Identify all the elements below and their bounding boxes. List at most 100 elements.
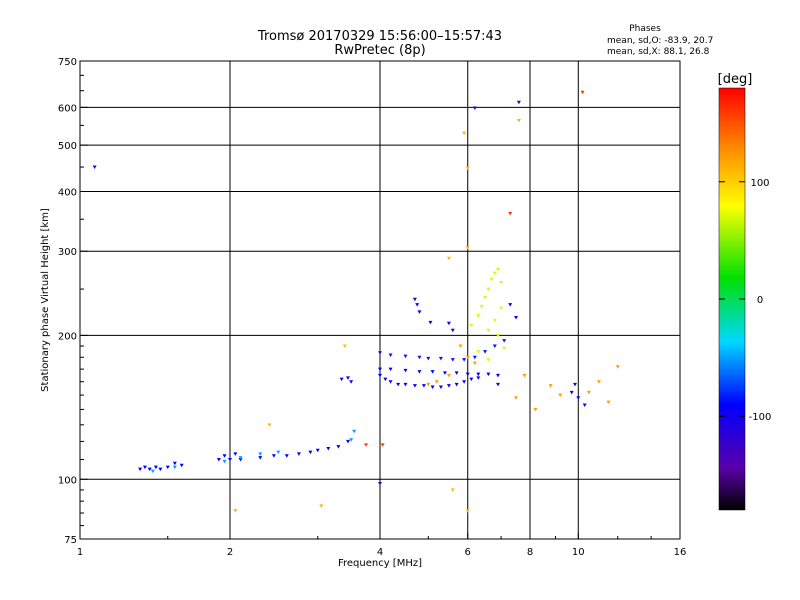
data-point [426,356,431,361]
data-point [339,377,344,382]
data-point [472,106,477,111]
data-point [580,90,585,95]
data-point [165,465,170,470]
data-point [465,246,470,250]
data-point [403,368,408,373]
data-point [492,271,497,276]
data-point [417,370,422,374]
data-point [462,358,467,362]
data-point [450,488,455,492]
data-point [319,504,324,508]
data-point [495,333,500,338]
x-tick-label: 10 [572,547,585,558]
data-point [345,376,350,380]
x-tick-label: 8 [527,547,533,558]
data-point [388,380,393,384]
data-point [472,355,477,360]
data-point [596,380,601,384]
data-point [495,382,500,387]
chart-title: Tromsø 20170329 15:56:00–15:57:43 [257,29,502,44]
x-tick-label: 6 [465,547,471,558]
data-point [222,459,227,464]
data-point [476,372,481,377]
data-point [388,353,393,357]
data-point [179,463,184,468]
data-point [378,481,382,486]
data-point [415,303,420,307]
data-point [172,465,177,470]
data-point [172,461,177,466]
data-point [153,465,158,470]
x-tick-label: 1 [77,547,83,558]
data-point [315,448,320,453]
y-tick-label: 300 [58,247,77,258]
data-point [492,344,497,349]
data-point [238,457,243,462]
data-point [558,393,563,398]
data-point [417,355,422,360]
x-tick-label: 16 [674,547,687,558]
data-point [508,211,513,216]
data-point [383,377,388,382]
data-point [479,304,484,309]
data-point [349,438,354,442]
data-point [426,382,431,387]
data-point [454,371,459,375]
data-point [446,256,451,261]
data-point [396,382,401,387]
data-point [233,452,238,456]
data-point [364,443,369,447]
data-point [412,384,417,388]
data-point [138,467,143,472]
data-point [483,296,488,300]
data-point [576,396,581,400]
data-point [516,119,521,123]
data-point [458,344,463,349]
data-point [430,370,435,374]
data-point [454,382,459,387]
x-tick-label: 2 [227,547,233,558]
data-point [502,339,507,343]
data-point [486,328,491,333]
data-point [336,445,341,449]
data-point [514,396,519,400]
y-tick-label: 600 [58,103,77,114]
data-point [495,267,500,272]
data-point [228,457,232,462]
data-point [476,376,481,380]
y-tick-label: 75 [64,535,77,546]
data-point [378,373,382,378]
y-tick-label: 100 [58,475,77,486]
data-point [483,350,488,354]
data-point [296,452,301,456]
data-point [233,509,238,513]
data-point [421,384,426,388]
colorbar-tick-label: 100 [750,178,769,189]
data-point [308,450,313,455]
data-point [442,371,447,375]
data-point [417,310,422,314]
data-point [258,456,263,460]
data-point [476,350,481,354]
colorbar-tick-label: -100 [749,412,772,423]
data-point [548,384,553,388]
data-point [569,390,574,395]
x-axis-label: Frequency [MHz] [338,558,422,569]
y-axis-label: Stationary phase Virtual Height [km] [40,208,51,392]
data-point [465,372,470,377]
data-point [450,358,455,362]
data-point [450,328,455,333]
data-point [434,380,439,384]
data-point [586,390,591,395]
data-point [216,457,221,462]
y-tick-label: 200 [58,331,77,342]
data-point [514,315,519,320]
stats-title: Phases [629,24,661,34]
data-point [349,380,354,384]
data-point [276,450,281,455]
data-point [446,373,451,378]
data-point [258,452,263,456]
data-point [582,403,587,408]
data-point [486,372,491,377]
